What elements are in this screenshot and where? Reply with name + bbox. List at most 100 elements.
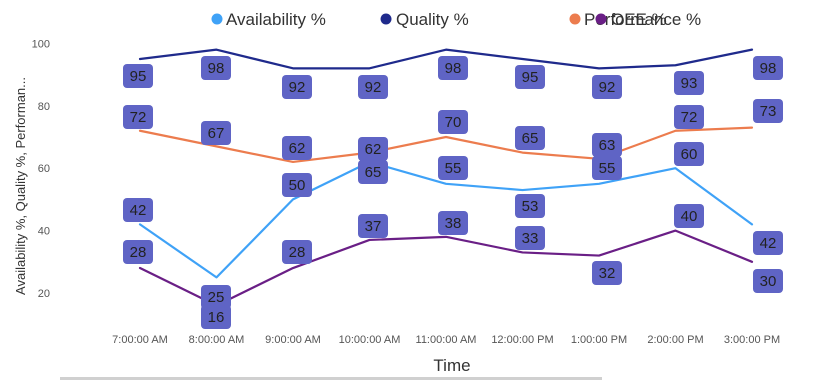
data-label-text: 25 bbox=[208, 289, 225, 306]
data-label-badge bbox=[282, 136, 312, 160]
data-label-performance: 62 bbox=[282, 136, 312, 160]
data-label-text: 53 bbox=[522, 198, 539, 215]
y-tick-label: 80 bbox=[38, 101, 50, 113]
data-label-badge bbox=[674, 204, 704, 228]
data-label-oee: 28 bbox=[123, 240, 153, 264]
data-label-text: 98 bbox=[760, 60, 777, 77]
data-label-badge bbox=[674, 105, 704, 129]
x-tick-label: 11:00:00 AM bbox=[416, 334, 477, 346]
legend-marker-quality bbox=[380, 13, 392, 25]
data-label-badge bbox=[358, 160, 388, 184]
data-label-availability: 25 bbox=[201, 285, 231, 309]
data-label-badge bbox=[592, 75, 622, 99]
data-label-badge bbox=[358, 75, 388, 99]
data-label-badge bbox=[753, 269, 783, 293]
data-label-performance: 72 bbox=[123, 105, 153, 129]
data-label-badge bbox=[438, 156, 468, 180]
legend-label-oee[interactable]: OEE % bbox=[611, 10, 667, 29]
series-line-quality bbox=[138, 48, 754, 70]
legend-label-availability[interactable]: Availability % bbox=[226, 10, 326, 29]
data-labels: 42 25 50 65 55 53 55 60 42 95 98 92 92 98 95 92 93 98 72 67… bbox=[123, 56, 783, 329]
data-label-performance: 70 bbox=[438, 110, 468, 134]
data-label-text: 65 bbox=[365, 164, 382, 181]
data-label-text: 98 bbox=[445, 60, 462, 77]
data-label-text: 40 bbox=[681, 208, 698, 225]
data-label-oee: 32 bbox=[592, 261, 622, 285]
data-label-oee: 16 bbox=[201, 305, 231, 329]
data-label-badge bbox=[123, 240, 153, 264]
data-label-availability: 50 bbox=[282, 173, 312, 197]
data-label-text: 62 bbox=[289, 140, 306, 157]
data-label-text: 37 bbox=[365, 218, 382, 235]
y-axis: 20 40 60 80 100 bbox=[32, 38, 50, 300]
y-axis-title: Availability %, Quality %, Performan... bbox=[13, 77, 28, 295]
legend-label-quality[interactable]: Quality % bbox=[396, 10, 469, 29]
data-label-badge bbox=[123, 64, 153, 88]
data-label-quality: 92 bbox=[592, 75, 622, 99]
data-label-badge bbox=[282, 240, 312, 264]
data-label-text: 32 bbox=[599, 265, 616, 282]
data-label-badge bbox=[515, 65, 545, 89]
data-label-text: 63 bbox=[599, 137, 616, 154]
x-tick-label: 12:00:00 PM bbox=[491, 334, 553, 346]
x-tick-label: 8:00:00 AM bbox=[189, 334, 245, 346]
data-label-text: 42 bbox=[760, 235, 777, 252]
data-label-badge bbox=[358, 214, 388, 238]
data-label-text: 67 bbox=[208, 125, 225, 142]
data-label-badge bbox=[592, 261, 622, 285]
data-label-text: 42 bbox=[130, 202, 147, 219]
y-tick-label: 20 bbox=[38, 288, 50, 300]
data-label-text: 55 bbox=[599, 160, 616, 177]
legend-marker-availability bbox=[211, 13, 223, 25]
data-label-quality: 93 bbox=[674, 71, 704, 95]
data-label-badge bbox=[282, 173, 312, 197]
data-label-text: 28 bbox=[130, 244, 147, 261]
data-label-text: 93 bbox=[681, 75, 698, 92]
data-label-oee: 30 bbox=[753, 269, 783, 293]
data-label-badge bbox=[201, 285, 231, 309]
data-label-badge bbox=[592, 133, 622, 157]
data-label-text: 60 bbox=[681, 146, 698, 163]
data-label-badge bbox=[753, 231, 783, 255]
data-label-performance: 72 bbox=[674, 105, 704, 129]
data-label-text: 92 bbox=[289, 79, 306, 96]
data-label-quality: 98 bbox=[753, 56, 783, 80]
data-label-badge bbox=[201, 305, 231, 329]
scrollbar-track[interactable] bbox=[60, 377, 602, 380]
data-label-availability: 65 bbox=[358, 160, 388, 184]
data-label-badge bbox=[201, 121, 231, 145]
data-label-text: 95 bbox=[522, 69, 539, 86]
x-tick-label: 2:00:00 PM bbox=[647, 334, 703, 346]
data-label-oee: 38 bbox=[438, 211, 468, 235]
data-label-quality: 98 bbox=[438, 56, 468, 80]
data-label-quality: 92 bbox=[282, 75, 312, 99]
data-label-text: 55 bbox=[445, 160, 462, 177]
x-axis: 7:00:00 AM 8:00:00 AM 9:00:00 AM 10:00:00 A… bbox=[112, 334, 780, 346]
data-label-availability: 42 bbox=[753, 231, 783, 255]
legend-label-performance[interactable]: Performance % bbox=[584, 10, 701, 29]
data-label-text: 62 bbox=[365, 141, 382, 158]
series-line-availability bbox=[138, 160, 754, 279]
data-label-quality: 92 bbox=[358, 75, 388, 99]
legend-marker-performance bbox=[569, 13, 581, 25]
data-label-availability: 55 bbox=[438, 156, 468, 180]
y-tick-label: 60 bbox=[38, 163, 50, 175]
data-label-performance: 65 bbox=[515, 126, 545, 150]
legend-marker-oee bbox=[595, 13, 607, 25]
data-label-badge bbox=[592, 156, 622, 180]
data-label-oee: 40 bbox=[674, 204, 704, 228]
data-label-badge bbox=[438, 56, 468, 80]
data-label-badge bbox=[358, 137, 388, 161]
data-label-badge bbox=[515, 126, 545, 150]
data-label-badge bbox=[201, 56, 231, 80]
data-label-badge bbox=[438, 211, 468, 235]
data-label-badge bbox=[282, 75, 312, 99]
series-lines bbox=[138, 48, 754, 307]
series-line-performance bbox=[138, 126, 754, 164]
data-label-text: 73 bbox=[760, 103, 777, 120]
y-tick-label: 100 bbox=[32, 38, 50, 50]
data-label-quality: 95 bbox=[123, 64, 153, 88]
x-tick-label: 7:00:00 AM bbox=[112, 334, 168, 346]
data-label-text: 95 bbox=[130, 68, 147, 85]
